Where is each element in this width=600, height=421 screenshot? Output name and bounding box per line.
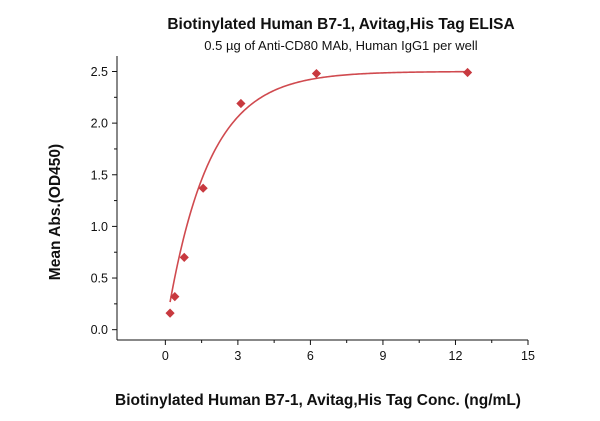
chart-title: Biotinylated Human B7-1, Avitag,His Tag … [167,16,514,33]
x-tick-label: 9 [379,349,386,363]
data-point [179,252,189,262]
x-tick-label: 6 [307,349,314,363]
y-tick-label: 1.0 [91,220,108,234]
data-point [311,68,322,79]
data-point [198,183,208,193]
fit-curve [169,70,468,303]
chart-subtitle: 0.5 µg of Anti-CD80 MAb, Human IgG1 per … [204,38,478,53]
data-point [170,292,180,302]
x-axis-ticks: 0 3 6 9 12 15 [162,340,535,363]
x-tick-label: 15 [521,349,535,363]
x-tick-label: 3 [234,349,241,363]
data-point [462,67,473,78]
y-tick-label: 2.0 [91,117,108,131]
x-tick-label: 0 [162,349,169,363]
y-tick-label: 0.5 [91,272,108,286]
y-tick-label: 0.0 [91,323,108,337]
plot-area: 0.0 0.5 1.0 1.5 2.0 2.5 0 3 6 9 12 15 [91,56,535,363]
x-axis-label: Biotinylated Human B7-1, Avitag,His Tag … [115,392,521,409]
y-tick-label: 1.5 [91,168,108,182]
x-tick-label: 12 [449,349,463,363]
y-axis-ticks: 0.0 0.5 1.0 1.5 2.0 2.5 [91,65,117,337]
data-point [165,308,175,318]
y-axis-label: Mean Abs.(OD450) [47,144,64,280]
data-point [236,98,246,109]
data-points [165,67,473,318]
y-tick-label: 2.5 [91,65,108,79]
